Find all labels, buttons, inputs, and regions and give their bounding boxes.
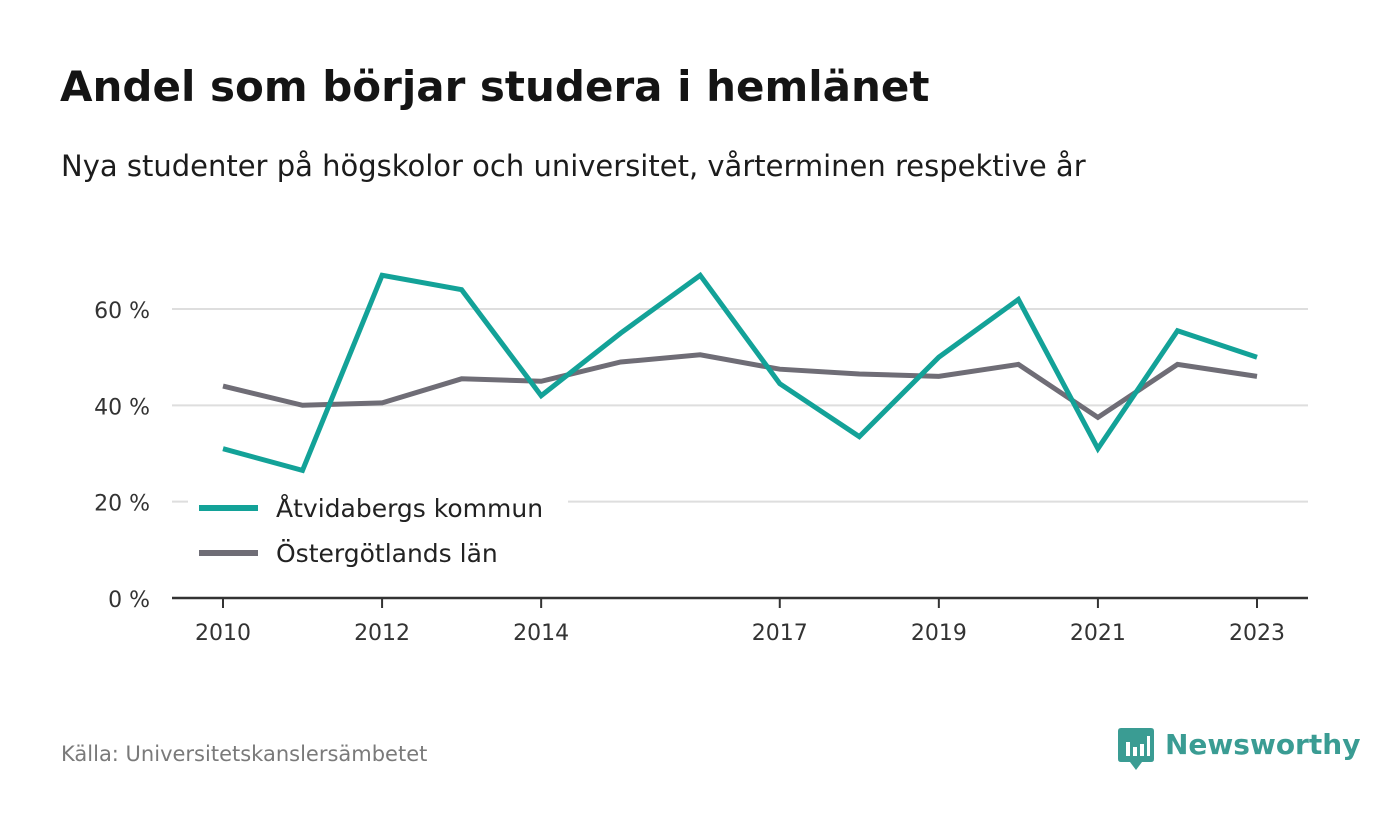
x-tick-label: 2021 [1070,621,1126,646]
y-tick-label: 60 % [94,299,150,324]
x-tick-label: 2010 [195,621,251,646]
series-lines [222,271,1258,474]
newsworthy-logo-icon [1118,728,1154,770]
x-tick-label: 2023 [1229,621,1285,646]
source-note: Källa: Universitetskanslersämbetet [61,742,428,766]
y-tick-label: 40 % [94,395,150,420]
newsworthy-logo: Newsworthy [1118,728,1360,772]
x-tick-label: 2019 [911,621,967,646]
legend-label: Östergötlands län [276,539,498,568]
y-tick-label: 20 % [94,492,150,517]
legend-label: Åtvidabergs kommun [276,494,543,523]
legend-background [188,482,568,522]
chart-subtitle: Nya studenter på högskolor och universit… [61,149,1086,183]
x-tick-label: 2014 [513,621,569,646]
y-tick-label: 0 % [108,588,150,613]
series-line-atvidaberg [222,271,1258,474]
line-chart: 0 % 20 % 40 % 60 % 2010 2012 2014 2017 2019 2021 2… [94,271,1308,646]
legend-background [188,527,568,567]
series-line-ostergotland [222,352,1258,421]
x-tick-label: 2017 [752,621,808,646]
chart-title: Andel som börjar studera i hemlänet [60,62,930,111]
newsworthy-logo-text: Newsworthy [1165,728,1361,761]
axes: 0 % 20 % 40 % 60 % 2010 2012 2014 2017 2019 2021 2… [94,299,1308,646]
legend: Åtvidabergs kommun Östergötlands län [188,482,568,568]
x-tick-label: 2012 [354,621,410,646]
